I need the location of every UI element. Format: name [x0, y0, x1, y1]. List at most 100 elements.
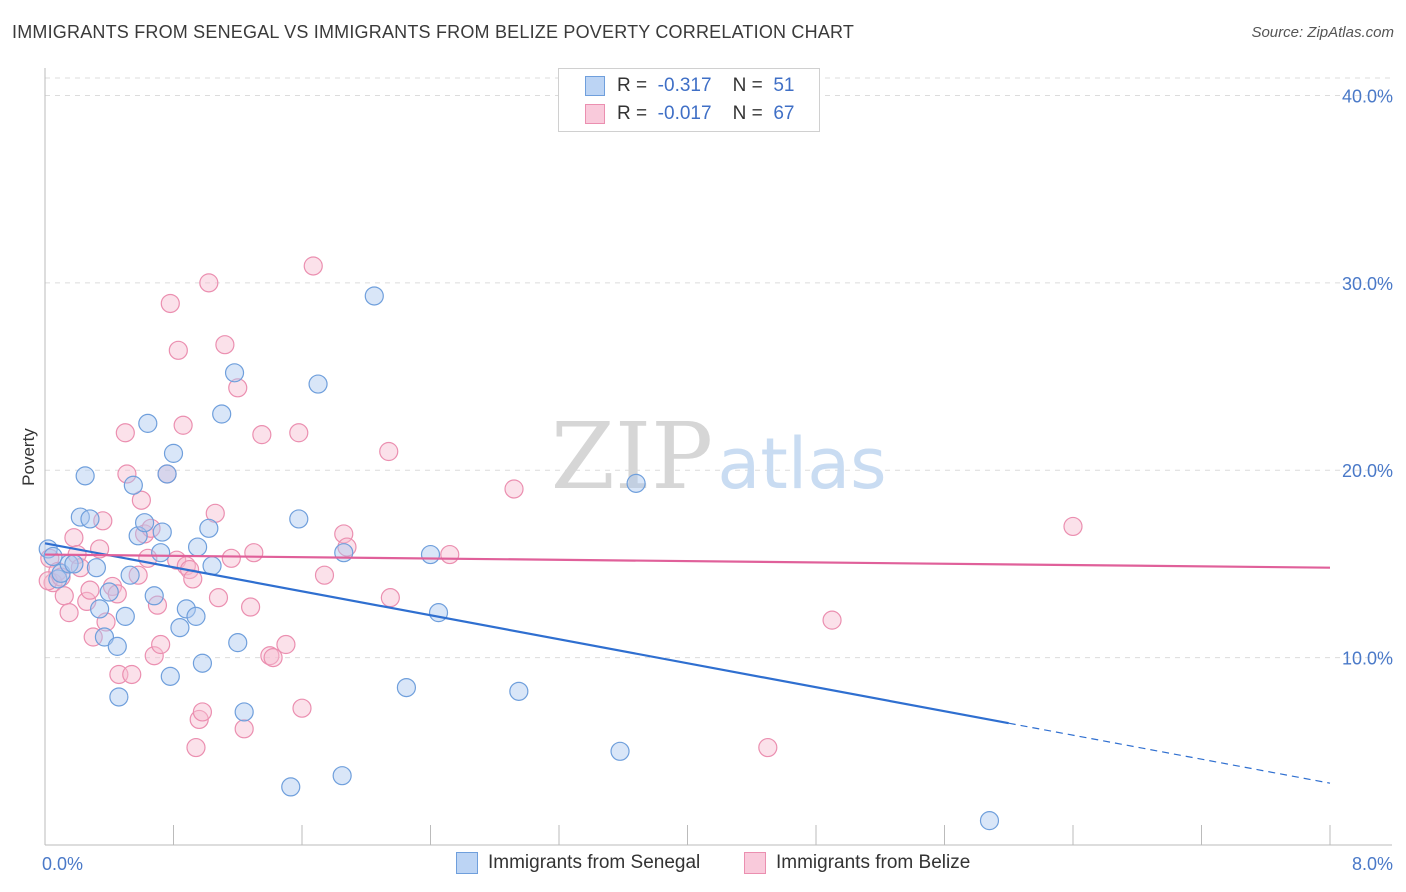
senegal-trend-extension: [1008, 722, 1331, 784]
watermark: ZIP atlas: [551, 403, 887, 510]
grid-lines: [45, 77, 1392, 659]
belize-point: [160, 293, 180, 314]
belize-point: [64, 528, 84, 548]
r-label: R =: [617, 75, 648, 96]
senegal-point: [626, 473, 646, 493]
senegal-points: [38, 286, 1000, 831]
belize-legend-swatch: [744, 852, 766, 874]
senegal-point: [86, 558, 107, 578]
belize-point: [151, 634, 171, 655]
n-label: N =: [732, 103, 763, 124]
stats-legend: R = -0.317 N = 51 R = -0.017 N = 67: [558, 68, 820, 132]
senegal-point: [90, 599, 110, 619]
belize-point: [758, 737, 778, 758]
belize-point: [54, 586, 74, 606]
senegal-point: [192, 653, 213, 673]
belize-point: [228, 378, 248, 398]
belize-point: [822, 610, 842, 630]
senegal-point: [509, 681, 529, 701]
tick-labels: 10.0% 20.0% 30.0% 40.0%: [1342, 86, 1393, 668]
senegal-point: [64, 554, 84, 574]
senegal-point: [420, 544, 441, 565]
belize-point: [168, 340, 188, 360]
senegal-point: [107, 636, 127, 656]
belize-point: [252, 425, 272, 445]
senegal-point: [75, 466, 95, 486]
senegal-trend-line: [44, 542, 1009, 725]
belize-point: [128, 565, 148, 585]
senegal-point: [170, 618, 190, 638]
senegal-point: [187, 537, 208, 557]
belize-point: [199, 273, 219, 293]
belize-point: [380, 588, 400, 608]
senegal-point: [138, 413, 158, 433]
senegal-point: [186, 606, 206, 626]
belize-point: [276, 634, 296, 655]
belize-point: [234, 719, 254, 739]
n-label: N =: [732, 75, 763, 96]
source-note: Source: ZipAtlas.com: [1251, 24, 1394, 41]
belize-point: [221, 548, 241, 568]
y-tick-label: 30.0%: [1342, 274, 1393, 294]
senegal-point: [109, 687, 129, 707]
legend-item-senegal: Immigrants from Senegal: [456, 852, 700, 874]
legend-item-belize: Immigrants from Belize: [744, 852, 970, 874]
belize-point: [186, 737, 206, 758]
belize-point: [244, 543, 264, 563]
belize-point: [131, 490, 151, 510]
senegal-point: [70, 507, 90, 527]
r-value: -0.017: [657, 103, 712, 124]
senegal-point: [157, 464, 177, 484]
belize-point: [241, 597, 261, 617]
senegal-point: [80, 509, 100, 529]
belize-point: [292, 698, 312, 718]
senegal-legend-label: Immigrants from Senegal: [488, 852, 701, 873]
senegal-point: [228, 633, 248, 653]
watermark-zip: ZIP: [551, 403, 713, 510]
legend-row-senegal: R = -0.317 N = 51: [585, 73, 794, 99]
x-tick-max: 8.0%: [1352, 854, 1393, 874]
senegal-point: [144, 586, 164, 606]
y-tick-label: 10.0%: [1342, 649, 1393, 669]
n-value: 51: [773, 75, 795, 96]
senegal-point: [202, 556, 222, 576]
senegal-point: [160, 666, 180, 686]
senegal-swatch: [585, 76, 605, 96]
belize-point: [208, 588, 229, 608]
senegal-point: [199, 518, 219, 538]
senegal-point: [48, 569, 68, 589]
belize-trend-line: [44, 553, 1331, 569]
belize-point: [289, 423, 309, 443]
belize-point: [107, 584, 127, 604]
y-tick-label: 20.0%: [1342, 461, 1393, 481]
senegal-point: [979, 811, 1000, 831]
belize-point: [59, 603, 79, 623]
y-tick-label: 40.0%: [1342, 86, 1393, 106]
senegal-point: [152, 522, 172, 542]
trend-lines: [44, 542, 1331, 784]
watermark-atlas: atlas: [717, 423, 886, 505]
senegal-point: [43, 546, 63, 567]
belize-point: [260, 646, 280, 666]
senegal-point: [281, 777, 301, 797]
belize-point: [173, 415, 193, 435]
belize-point: [303, 256, 323, 276]
senegal-point: [94, 627, 115, 647]
n-value: 67: [773, 103, 795, 124]
r-value: -0.317: [657, 75, 712, 96]
senegal-point: [364, 286, 384, 306]
senegal-point: [234, 702, 254, 722]
senegal-point: [332, 766, 352, 786]
senegal-point: [212, 404, 232, 424]
senegal-point: [115, 606, 135, 626]
r-label: R =: [617, 103, 648, 124]
senegal-point: [99, 582, 119, 602]
senegal-point: [120, 565, 140, 585]
belize-point: [504, 479, 524, 499]
belize-point: [83, 627, 103, 647]
belize-point: [192, 702, 213, 722]
senegal-point: [163, 443, 184, 463]
chart-title: IMMIGRANTS FROM SENEGAL VS IMMIGRANTS FR…: [12, 22, 855, 42]
senegal-point: [123, 475, 143, 495]
